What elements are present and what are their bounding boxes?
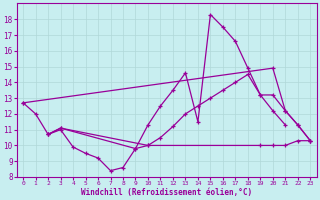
- X-axis label: Windchill (Refroidissement éolien,°C): Windchill (Refroidissement éolien,°C): [81, 188, 252, 197]
